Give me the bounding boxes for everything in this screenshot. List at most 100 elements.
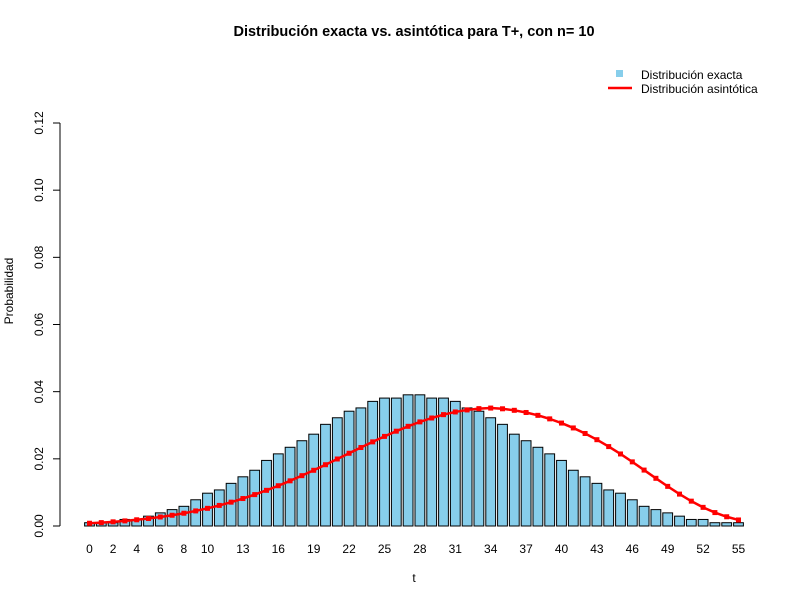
x-tick-label: 4 [133, 542, 140, 556]
asymptotic-point-t-14 [252, 492, 258, 498]
asymptotic-point-t-16 [275, 483, 281, 489]
x-tick-label: 25 [378, 542, 392, 556]
x-tick-label: 40 [555, 542, 569, 556]
asymptotic-point-t-1 [98, 520, 104, 526]
asymptotic-point-t-23 [358, 445, 364, 451]
bar-t-21 [331, 417, 343, 527]
asymptotic-point-t-9 [193, 508, 199, 514]
asymptotic-point-t-6 [157, 514, 163, 520]
asymptotic-point-t-3 [122, 518, 128, 524]
asymptotic-point-t-37 [523, 409, 529, 415]
asymptotic-point-t-43 [594, 437, 600, 443]
asymptotic-point-t-34 [488, 405, 494, 411]
bar-t-7 [166, 509, 178, 527]
bar-t-32 [461, 407, 473, 527]
asymptotic-point-t-5 [146, 516, 151, 522]
bar-t-24 [367, 400, 379, 527]
asymptotic-point-t-26 [393, 428, 399, 434]
bar-t-51 [685, 518, 697, 527]
legend-exact-label: Distribución exacta [641, 68, 743, 82]
asymptotic-point-t-27 [405, 423, 411, 429]
bars-layer [84, 394, 744, 527]
bar-t-18 [296, 440, 308, 527]
asymptotic-point-t-33 [476, 406, 482, 412]
asymptotic-point-t-15 [264, 487, 269, 493]
asymptotic-point-t-12 [228, 499, 234, 505]
asymptotic-point-t-31 [452, 409, 458, 415]
asymptotic-point-t-17 [287, 478, 293, 484]
asymptotic-point-t-2 [110, 519, 116, 525]
asymptotic-point-t-0 [87, 520, 92, 526]
asymptotic-point-t-28 [417, 419, 423, 425]
x-tick-label: 8 [181, 542, 188, 556]
x-tick-label: 37 [519, 542, 533, 556]
bar-t-43 [591, 482, 603, 527]
bar-t-22 [343, 410, 355, 527]
y-tick-label: 0.10 [32, 178, 46, 202]
x-axis: 0 2 4 6 8 10 13 16 19 22 25 28 31 34 37 40 43 46 49 52 55 [86, 542, 745, 556]
asymptotic-point-t-51 [688, 498, 694, 504]
bar-t-13 [237, 476, 249, 527]
asymptotic-point-t-25 [382, 433, 387, 439]
x-axis-label: t [412, 571, 416, 585]
x-tick-label: 34 [484, 542, 498, 556]
bar-t-47 [638, 505, 650, 527]
x-tick-label: 55 [732, 542, 746, 556]
bar-t-33 [473, 410, 485, 527]
x-tick-label: 19 [307, 542, 321, 556]
asymptotic-point-t-47 [641, 467, 647, 473]
y-tick-label: 0.00 [32, 514, 46, 538]
x-tick-label: 2 [110, 542, 117, 556]
asymptotic-point-t-54 [724, 514, 730, 520]
asymptotic-point-t-8 [181, 510, 187, 516]
asymptotic-point-t-18 [299, 473, 305, 479]
asymptotic-point-t-22 [346, 450, 352, 456]
bar-t-11 [213, 489, 225, 527]
x-tick-label: 16 [272, 542, 286, 556]
asymptotic-point-t-36 [511, 407, 517, 413]
x-tick-label: 52 [696, 542, 710, 556]
asymptotic-point-t-53 [712, 510, 718, 516]
bar-t-29 [426, 397, 438, 527]
y-tick-label: 0.02 [32, 447, 46, 471]
asymptotic-point-t-40 [559, 420, 564, 426]
asymptotic-point-t-19 [311, 467, 317, 473]
y-tick-label: 0.12 [32, 111, 46, 135]
bar-t-53 [709, 522, 721, 527]
asymptotic-points-layer [87, 405, 741, 526]
bar-t-55 [733, 522, 744, 527]
bar-t-17 [284, 446, 296, 527]
asymptotic-point-t-21 [334, 456, 340, 462]
bar-t-42 [579, 476, 591, 527]
bar-t-49 [662, 512, 674, 527]
bar-t-54 [721, 522, 733, 527]
bar-t-31 [449, 400, 461, 527]
asymptotic-point-t-48 [653, 475, 659, 481]
asymptotic-point-t-46 [629, 459, 635, 465]
bar-t-28 [414, 394, 426, 527]
bar-t-15 [261, 459, 272, 527]
x-tick-label: 22 [342, 542, 356, 556]
bar-t-50 [674, 515, 685, 527]
bar-t-27 [402, 394, 414, 527]
bar-t-12 [225, 482, 237, 527]
bar-t-16 [272, 453, 284, 527]
asymptotic-point-t-49 [665, 483, 671, 489]
bar-t-23 [355, 407, 367, 527]
asymptotic-point-t-45 [618, 451, 623, 457]
asymptotic-point-t-44 [606, 444, 612, 450]
x-tick-label: 43 [590, 542, 604, 556]
y-axis-label: Probabilidad [2, 258, 16, 325]
bar-t-52 [697, 518, 709, 527]
asymptotic-point-t-32 [464, 407, 470, 413]
asymptotic-point-t-42 [582, 430, 588, 436]
x-tick-label: 49 [661, 542, 675, 556]
asymptotic-point-t-13 [240, 496, 246, 502]
asymptotic-point-t-38 [535, 412, 541, 418]
y-tick-label: 0.08 [32, 245, 46, 269]
bar-t-48 [650, 509, 662, 527]
asymptotic-point-t-10 [205, 505, 210, 511]
y-tick-label: 0.06 [32, 312, 46, 336]
asymptotic-point-t-4 [134, 517, 140, 523]
